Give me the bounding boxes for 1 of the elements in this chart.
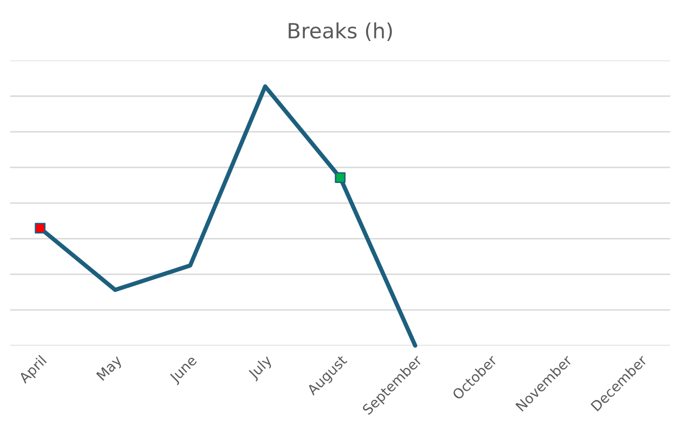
chart-title: Breaks (h) (288, 22, 392, 42)
